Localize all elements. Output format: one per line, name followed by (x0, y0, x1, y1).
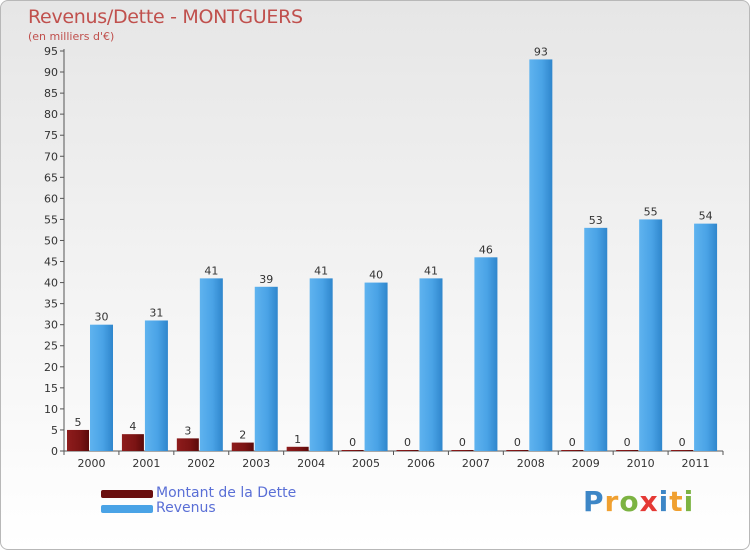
chart-title: Revenus/Dette - MONTGUERS (28, 6, 303, 28)
bar-revenus (639, 219, 663, 451)
legend-swatch-dette (101, 490, 153, 498)
data-label-dette: 0 (624, 436, 631, 449)
logo-letter: i (683, 485, 695, 518)
y-tick-label: 90 (44, 66, 58, 79)
bar-dette (231, 442, 254, 451)
bar-dette (561, 450, 584, 451)
bar-revenus (419, 278, 443, 451)
x-tick-label: 2006 (407, 457, 435, 470)
data-label-revenus: 41 (314, 264, 328, 277)
y-tick-label: 80 (44, 108, 58, 121)
x-tick-label: 2000 (77, 457, 105, 470)
y-tick-label: 85 (44, 87, 58, 100)
y-tick-label: 20 (44, 361, 58, 374)
bar-dette (121, 434, 144, 451)
x-tick-label: 2010 (627, 457, 655, 470)
logo-letter: i (658, 485, 670, 518)
bar-dette (616, 450, 639, 451)
data-label-revenus: 41 (424, 264, 438, 277)
y-tick-label: 10 (44, 403, 58, 416)
data-label-dette: 3 (184, 424, 191, 437)
logo-letter: P (583, 485, 605, 518)
bar-dette (396, 450, 419, 451)
data-label-dette: 0 (514, 436, 521, 449)
bar-dette (451, 450, 474, 451)
y-tick-label: 45 (44, 256, 58, 269)
y-tick-label: 60 (44, 192, 58, 205)
logo-letter: t (669, 485, 684, 518)
bar-dette (506, 450, 529, 451)
data-label-dette: 0 (349, 436, 356, 449)
x-tick-label: 2008 (517, 457, 545, 470)
x-tick-label: 2004 (297, 457, 325, 470)
data-label-revenus: 41 (204, 264, 218, 277)
logo-letter: x (639, 485, 659, 518)
proxiti-logo: Proxiti (583, 485, 694, 518)
logo-letter: r (604, 485, 620, 518)
data-label-revenus: 31 (149, 306, 163, 319)
x-tick-label: 2005 (352, 457, 380, 470)
x-tick-label: 2001 (132, 457, 160, 470)
data-label-revenus: 39 (259, 273, 273, 286)
chart-subtitle: (en milliers d'€) (28, 30, 115, 43)
y-tick-label: 0 (51, 445, 58, 458)
bar-dette (341, 450, 364, 451)
bar-revenus (144, 320, 168, 451)
data-label-dette: 1 (294, 433, 301, 446)
data-label-revenus: 46 (479, 243, 493, 256)
bar-revenus (364, 282, 388, 451)
logo-letter: o (619, 485, 640, 518)
bar-revenus (309, 278, 333, 451)
legend-label-revenus: Revenus (156, 500, 216, 516)
bar-dette (671, 450, 694, 451)
data-label-revenus: 30 (95, 311, 109, 324)
y-tick-label: 5 (51, 424, 58, 437)
data-label-dette: 0 (679, 436, 686, 449)
bar-revenus (199, 278, 223, 451)
y-tick-label: 15 (44, 382, 58, 395)
bar-revenus (474, 257, 498, 451)
x-tick-label: 2002 (187, 457, 215, 470)
bar-revenus (584, 227, 608, 451)
y-tick-label: 30 (44, 319, 58, 332)
data-label-dette: 0 (404, 436, 411, 449)
data-label-dette: 0 (569, 436, 576, 449)
y-tick-label: 55 (44, 213, 58, 226)
x-tick-label: 2003 (242, 457, 270, 470)
data-label-revenus: 40 (369, 269, 383, 282)
bar-revenus (529, 59, 553, 451)
data-label-revenus: 53 (589, 214, 603, 227)
data-label-revenus: 93 (534, 45, 548, 58)
data-label-dette: 4 (129, 420, 136, 433)
bar-dette (67, 429, 89, 451)
bar-dette (286, 446, 309, 451)
x-tick-label: 2009 (572, 457, 600, 470)
x-tick-label: 2007 (462, 457, 490, 470)
y-tick-label: 35 (44, 298, 58, 311)
bar-revenus (694, 223, 718, 451)
y-tick-label: 25 (44, 340, 58, 353)
data-label-revenus: 54 (699, 210, 713, 223)
bar-dette (176, 438, 199, 451)
y-tick-label: 75 (44, 129, 58, 142)
x-tick-label: 2011 (682, 457, 710, 470)
y-tick-label: 50 (44, 234, 58, 247)
data-label-dette: 2 (239, 429, 246, 442)
bar-revenus (90, 324, 113, 451)
y-tick-label: 95 (44, 45, 58, 58)
data-label-dette: 0 (459, 436, 466, 449)
bar-revenus (254, 286, 278, 451)
y-tick-label: 40 (44, 277, 58, 290)
y-tick-label: 65 (44, 171, 58, 184)
legend-swatch-revenus (101, 505, 153, 513)
data-label-dette: 5 (75, 416, 82, 429)
y-tick-label: 70 (44, 150, 58, 163)
legend-label-dette: Montant de la Dette (156, 485, 297, 501)
data-label-revenus: 55 (644, 205, 658, 218)
